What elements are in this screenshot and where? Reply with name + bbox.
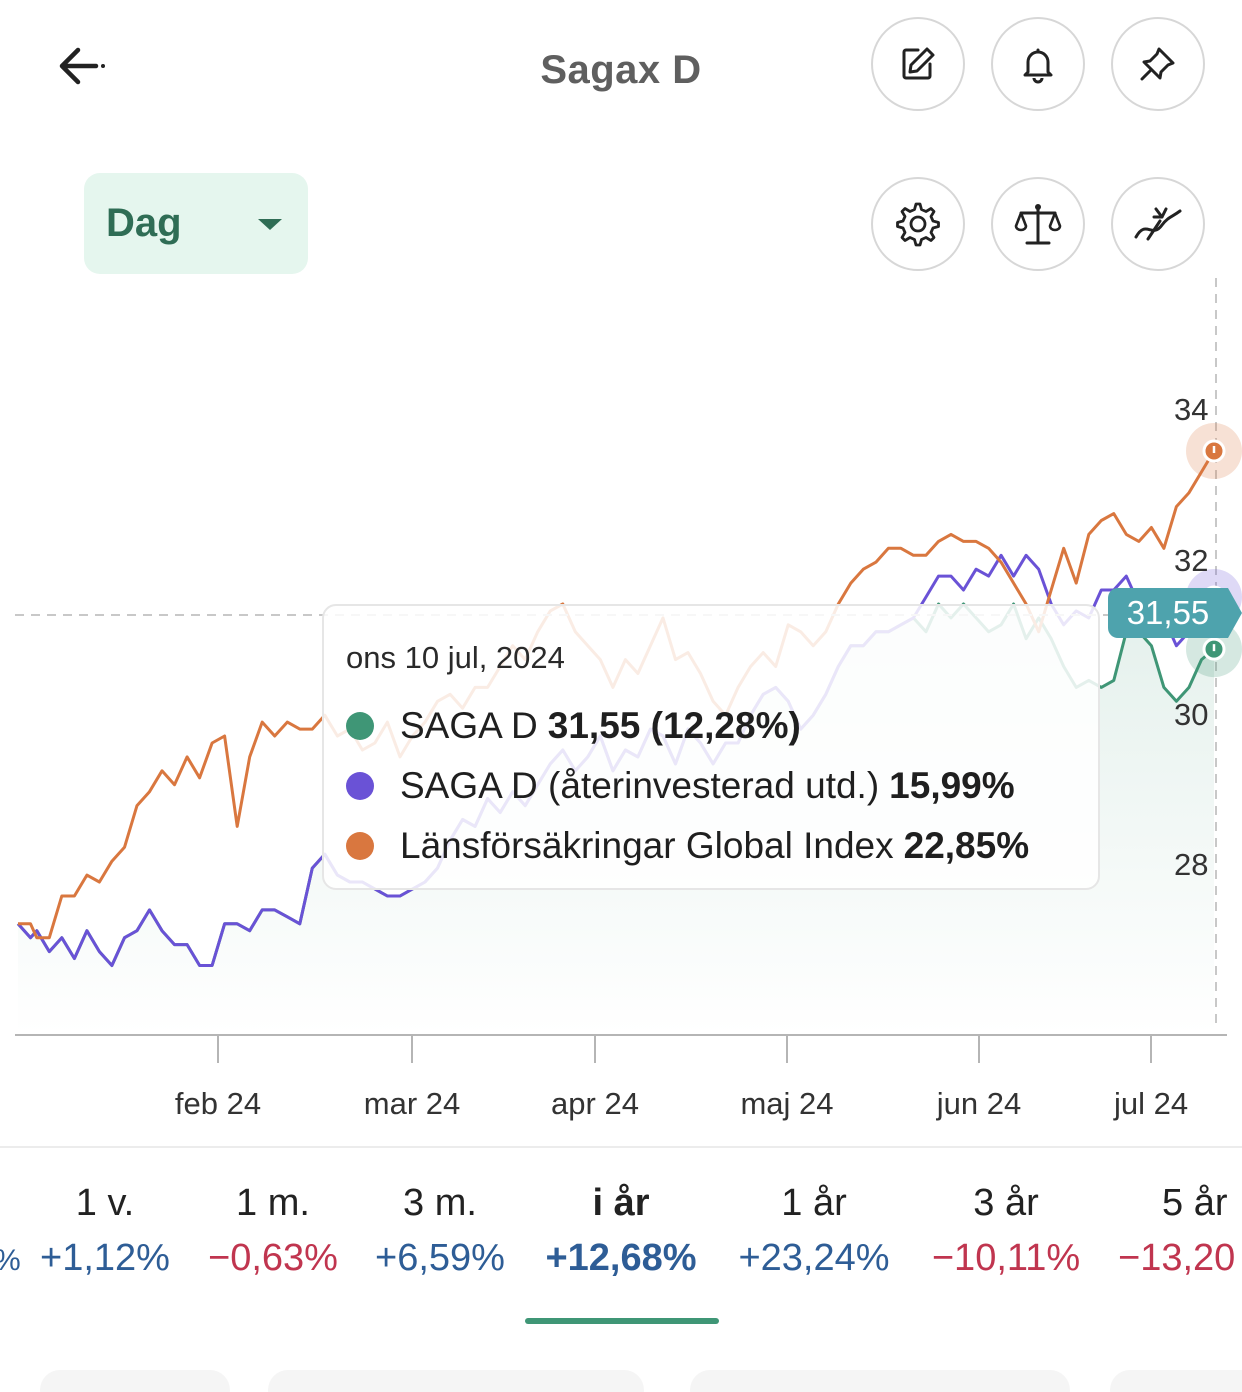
- tooltip-series-value: 15,99%: [889, 765, 1015, 806]
- tooltip-row: SAGA D 31,55 (12,28%): [346, 696, 1098, 756]
- current-price-badge: 31,55: [1108, 588, 1242, 638]
- y-tick-label: 34: [1174, 392, 1209, 427]
- pin-icon: [1140, 47, 1175, 81]
- info-card[interactable]: [268, 1370, 644, 1392]
- range-tab-label: 1 m.: [236, 1182, 310, 1224]
- pin-button[interactable]: [1111, 17, 1205, 111]
- range-tab-value: −0,63%: [208, 1237, 338, 1279]
- y-tick-label: 32: [1174, 543, 1209, 578]
- tooltip-series-name: Länsförsäkringar Global Index: [400, 825, 894, 866]
- x-tick-label: jul 24: [1113, 1086, 1189, 1121]
- range-tabs: [0, 1146, 1242, 1326]
- info-card[interactable]: [690, 1370, 1070, 1392]
- info-card[interactable]: [1110, 1370, 1242, 1392]
- info-card[interactable]: [40, 1370, 230, 1392]
- period-select-value: Dag: [106, 201, 182, 245]
- range-tab-value: −13,20: [1118, 1237, 1236, 1279]
- range-tab-label: 1 år: [781, 1182, 847, 1224]
- range-tab-3m[interactable]: 3 m. +6,59%: [375, 1182, 505, 1280]
- range-tab-1y[interactable]: 1 år +23,24%: [738, 1182, 889, 1280]
- x-tick-label: mar 24: [363, 1086, 461, 1121]
- x-tick-label: feb 24: [174, 1086, 262, 1121]
- back-button[interactable]: [40, 30, 120, 102]
- series-dot: [346, 772, 374, 800]
- series-dot: [346, 832, 374, 860]
- x-tick-label: apr 24: [551, 1086, 639, 1121]
- trend-arrows-icon: [1134, 207, 1182, 241]
- page-title: Sagax D: [540, 48, 702, 92]
- range-tab-value: +6,59%: [375, 1237, 505, 1279]
- price-alert-button[interactable]: [991, 17, 1085, 111]
- chart-tooltip: ons 10 jul, 2024 SAGA D 31,55 (12,28%) S…: [322, 604, 1100, 890]
- range-tab-1w[interactable]: 1 v. +1,12%: [40, 1182, 170, 1280]
- chart-settings-button[interactable]: [871, 177, 965, 271]
- range-tab-value: +12,68%: [545, 1237, 697, 1279]
- range-tab-value: +1,12%: [40, 1237, 170, 1279]
- tooltip-series-name: SAGA D (återinvesterad utd.): [400, 765, 880, 806]
- tooltip-date: ons 10 jul, 2024: [346, 640, 565, 675]
- tooltip-series-name: SAGA D: [400, 705, 538, 746]
- arrow-left-icon: [59, 47, 105, 85]
- x-tick-label: maj 24: [740, 1086, 834, 1121]
- gear-icon: [896, 202, 940, 247]
- range-tab-ytd[interactable]: i år +12,68%: [545, 1182, 696, 1280]
- range-tab-value: −10,11%: [931, 1237, 1081, 1279]
- caret-down-icon: [258, 219, 282, 230]
- indicators-button[interactable]: [1111, 177, 1205, 271]
- edit-icon: [902, 47, 935, 80]
- range-tab-5y[interactable]: 5 år −13,20: [1118, 1182, 1235, 1280]
- series-dot: [346, 712, 374, 740]
- edit-note-button[interactable]: [871, 17, 965, 111]
- active-tab-indicator: [525, 1318, 719, 1324]
- tooltip-series-value: 31,55 (12,28%): [547, 705, 801, 746]
- range-tab-label: 3 m.: [403, 1182, 477, 1224]
- tooltip-row: Länsförsäkringar Global Index 22,85%: [346, 816, 1098, 876]
- tooltip-series-value: 22,85%: [903, 825, 1030, 866]
- balance-scale-icon: [1014, 204, 1062, 245]
- range-tab-label: i år: [592, 1182, 650, 1224]
- bell-icon: [1023, 48, 1053, 84]
- period-select[interactable]: Dag: [84, 173, 308, 274]
- range-tab-label: 1 v.: [75, 1182, 135, 1224]
- y-tick-label: 30: [1174, 697, 1209, 732]
- app-header: Sagax D: [0, 0, 1242, 140]
- range-tab-label: 3 år: [973, 1182, 1039, 1224]
- y-tick-label: 28: [1174, 847, 1209, 882]
- range-value-clipped: %: [0, 1244, 21, 1278]
- tooltip-row: SAGA D (återinvesterad utd.) 15,99%: [346, 756, 1098, 816]
- compare-button[interactable]: [991, 177, 1085, 271]
- range-tab-3y[interactable]: 3 år −10,11%: [932, 1182, 1080, 1280]
- range-tab-label: 5 år: [1162, 1182, 1228, 1224]
- x-tick-label: jun 24: [936, 1086, 1022, 1121]
- bottom-card-row: [0, 1370, 1242, 1392]
- range-tab-value: +23,24%: [738, 1237, 890, 1279]
- range-tab-1m[interactable]: 1 m. −0,63%: [208, 1182, 338, 1280]
